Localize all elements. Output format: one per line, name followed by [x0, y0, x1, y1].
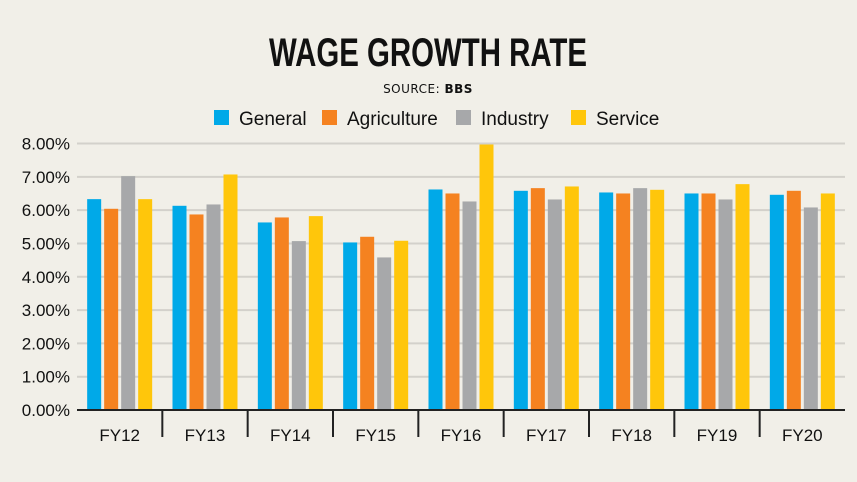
bar-agriculture-fy19	[701, 193, 716, 410]
bar-service-fy20	[820, 193, 835, 410]
bar-industry-fy12	[121, 176, 136, 410]
bar-agriculture-fy17	[530, 188, 545, 410]
bar-general-fy16	[428, 189, 443, 410]
bar-industry-fy17	[547, 199, 562, 410]
bar-agriculture-fy18	[616, 193, 631, 410]
bar-agriculture-fy20	[786, 190, 801, 410]
bar-agriculture-fy12	[104, 208, 119, 410]
source-label: SOURCE:	[383, 82, 440, 96]
bar-general-fy17	[513, 190, 528, 410]
x-axis: FY12 FY13 FY14 FY15 FY16 FY17 FY18 FY19 FY20	[77, 409, 845, 445]
bar-service-fy17	[564, 186, 579, 410]
y-tick-label: 2.00%	[22, 334, 70, 353]
bar-service-fy14	[308, 216, 323, 410]
bar-service-fy12	[138, 199, 153, 410]
bar-agriculture-fy14	[274, 217, 289, 410]
bar-industry-fy20	[803, 207, 818, 410]
bar-general-fy18	[599, 192, 614, 410]
y-tick-label: 8.00%	[22, 135, 70, 154]
y-tick-label: 5.00%	[22, 234, 70, 253]
chart-title: WAGE GROWTH RATE	[269, 31, 587, 75]
bar-service-fy19	[735, 184, 750, 410]
y-axis-ticks: 0.00% 1.00% 2.00% 3.00% 4.00% 5.00% 6.00% 7.00%…	[22, 135, 70, 421]
legend-label-industry: Industry	[481, 109, 549, 130]
bar-industry-fy15	[377, 257, 392, 410]
bar-general-fy13	[172, 205, 187, 410]
bar-general-fy20	[769, 194, 784, 410]
x-tick-label: FY20	[782, 426, 823, 445]
bar-industry-fy13	[206, 204, 221, 410]
legend-swatch-agriculture	[322, 110, 337, 125]
bar-agriculture-fy15	[360, 236, 375, 410]
x-tick-label: FY12	[99, 426, 140, 445]
bar-general-fy14	[257, 222, 272, 410]
legend-label-general: General	[239, 109, 307, 130]
y-tick-label: 0.00%	[22, 401, 70, 420]
x-tick-label: FY15	[355, 426, 396, 445]
bar-industry-fy19	[718, 199, 733, 410]
y-tick-label: 1.00%	[22, 368, 70, 387]
y-tick-label: 7.00%	[22, 168, 70, 187]
bar-agriculture-fy13	[189, 214, 204, 410]
bars	[87, 144, 835, 410]
bar-general-fy19	[684, 193, 699, 410]
x-tick-label: FY14	[270, 426, 311, 445]
bar-industry-fy16	[462, 201, 477, 410]
x-tick-label: FY19	[697, 426, 738, 445]
x-tick-label: FY13	[185, 426, 226, 445]
bar-service-fy18	[650, 189, 665, 410]
y-tick-label: 4.00%	[22, 268, 70, 287]
legend-swatch-service	[571, 110, 586, 125]
bar-service-fy13	[223, 174, 238, 410]
legend-swatch-general	[214, 110, 229, 125]
legend-label-agriculture: Agriculture	[347, 109, 438, 130]
bar-industry-fy14	[291, 241, 306, 410]
y-tick-label: 6.00%	[22, 201, 70, 220]
y-tick-label: 3.00%	[22, 301, 70, 320]
chart-source: SOURCE: BBS	[383, 82, 473, 96]
source-value: BBS	[444, 82, 472, 96]
legend: General Agriculture Industry Service	[214, 109, 659, 130]
legend-label-service: Service	[596, 109, 659, 130]
bar-general-fy15	[343, 242, 358, 410]
gridlines	[77, 142, 845, 378]
x-tick-label: FY17	[526, 426, 567, 445]
x-tick-label: FY18	[611, 426, 652, 445]
bar-industry-fy18	[633, 188, 648, 410]
bar-agriculture-fy16	[445, 193, 460, 410]
legend-swatch-industry	[456, 110, 471, 125]
x-tick-label: FY16	[441, 426, 482, 445]
bar-service-fy16	[479, 144, 494, 410]
bar-general-fy12	[87, 199, 102, 410]
bar-service-fy15	[394, 240, 409, 410]
